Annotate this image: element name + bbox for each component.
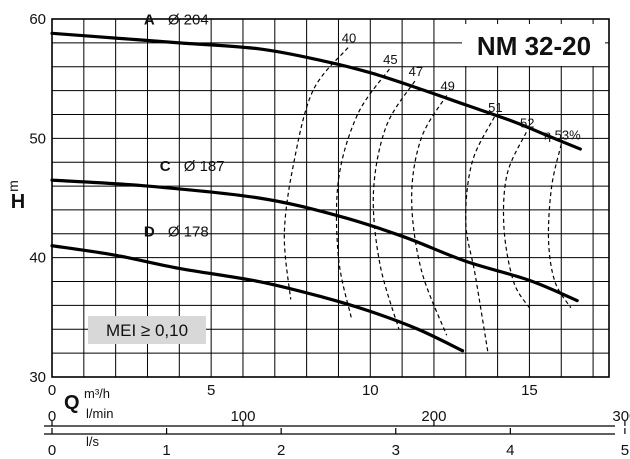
axis-tick-label: 300 [612, 408, 630, 425]
efficiency-line-6 [547, 144, 572, 309]
x-tick-label: 15 [521, 382, 538, 399]
ls-axis-unit: l/s [86, 434, 100, 449]
y-tick-label: 60 [29, 11, 46, 28]
efficiency-label-4: 51 [488, 100, 502, 115]
x-tick-labels: 0 5 10 15 [48, 382, 538, 399]
title-box: NM 32-20 [462, 24, 605, 66]
efficiency-lines [283, 47, 572, 354]
head-curves [50, 31, 582, 353]
axis-tick-label: 200 [421, 408, 446, 425]
curve-D [50, 244, 465, 353]
efficiency-line-1 [335, 68, 390, 318]
y-tick-label: 50 [29, 130, 46, 147]
chart-title: NM 32-20 [477, 31, 591, 61]
curve-label-C: C [160, 158, 171, 175]
efficiency-line-2 [372, 80, 416, 330]
curve-A [50, 31, 582, 151]
axis-tick-label: 5 [621, 442, 629, 459]
axis-tick-label: 2 [277, 442, 285, 459]
axis-tick-label: 100 [230, 408, 255, 425]
curve-labels: A Ø 204 C Ø 187 D Ø 178 [144, 11, 225, 240]
plot-frame [51, 18, 610, 378]
x-tick-label: 5 [207, 382, 215, 399]
x-axis-label: Q [64, 392, 80, 414]
ls-axis: 0 1 2 3 4 5 [44, 428, 629, 459]
efficiency-line-4 [465, 116, 495, 354]
title-background [462, 24, 605, 66]
efficiency-labels: 40 45 47 49 51 52 η 53% [342, 31, 581, 143]
x-axis-unit: m³/h [84, 386, 110, 401]
efficiency-label-0: 40 [342, 31, 356, 46]
mei-label: MEI ≥ 0,10 [106, 321, 188, 340]
axis-tick-label: 3 [392, 442, 400, 459]
curve-diameter-C: Ø 187 [184, 158, 225, 175]
axis-tick-label: 0 [48, 408, 56, 425]
y-tick-labels: 30 40 50 60 [29, 11, 46, 386]
chart-grid [52, 19, 609, 377]
axis-tick-label: 1 [162, 442, 170, 459]
efficiency-line-3 [411, 95, 448, 336]
curve-C [50, 178, 579, 303]
curve-label-D: D [144, 224, 155, 241]
y-axis-unit: m [5, 180, 21, 192]
curve-diameter-D: Ø 178 [168, 224, 209, 241]
lmin-axis: 0 100 200 300 [44, 408, 630, 427]
efficiency-line-5 [502, 132, 530, 309]
y-axis-title: H m [5, 180, 25, 213]
mei-background [88, 316, 206, 344]
mei-box: MEI ≥ 0,10 [88, 316, 206, 344]
efficiency-line-0 [283, 47, 349, 300]
curve-diameter-A: Ø 204 [168, 11, 209, 28]
efficiency-label-5: 52 [520, 115, 534, 130]
y-tick-label: 30 [29, 369, 46, 386]
curve-label-A: A [144, 11, 155, 28]
x-tick-label: 10 [362, 382, 379, 399]
lmin-axis-unit: l/min [86, 406, 113, 421]
efficiency-label-1: 45 [383, 52, 397, 67]
efficiency-label-3: 49 [440, 78, 454, 93]
axis-tick-label: 0 [48, 442, 56, 459]
y-tick-label: 40 [29, 250, 46, 267]
x-tick-label: 0 [48, 382, 56, 399]
efficiency-label-6: η 53% [544, 127, 581, 142]
y-axis-label: H [11, 191, 25, 213]
axis-tick-label: 4 [506, 442, 514, 459]
efficiency-label-2: 47 [409, 64, 423, 79]
